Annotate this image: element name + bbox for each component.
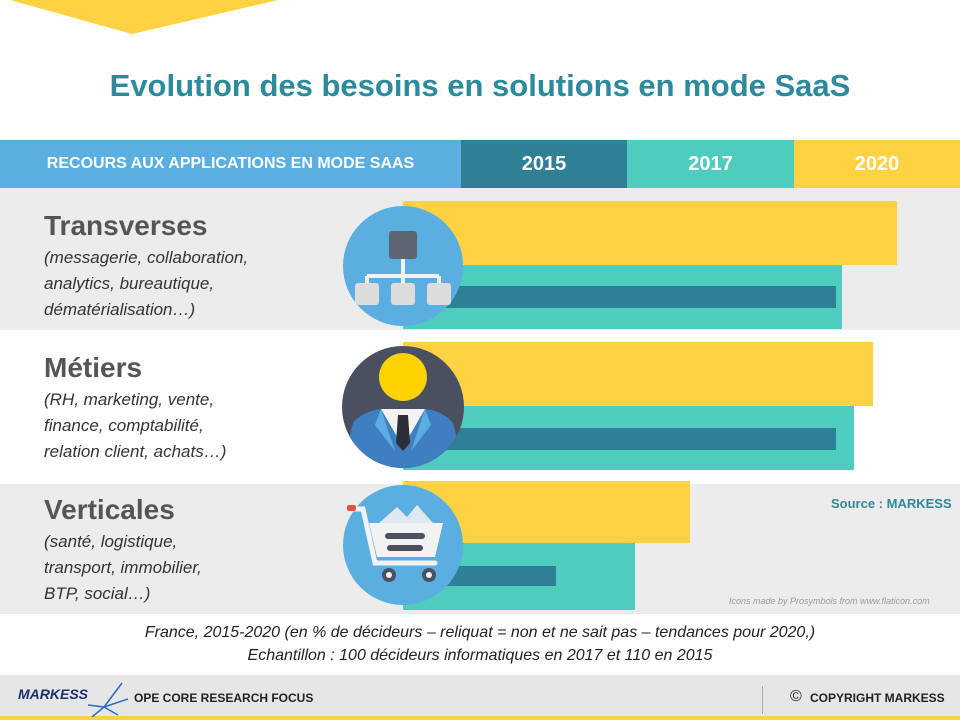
footer-divider: [762, 686, 763, 714]
category-name: Métiers: [44, 352, 143, 383]
footer-bar: [0, 675, 960, 720]
category-name: Verticales: [44, 494, 175, 525]
bar-2020-métiers: [403, 342, 873, 406]
legend-2020: 2020: [794, 140, 960, 188]
slide-title: Evolution des besoins en solutions en mo…: [109, 68, 851, 103]
markess-star-icon: [87, 682, 129, 717]
footer-program: OPE CORE RESEARCH FOCUS: [134, 691, 314, 705]
footnote-scope: France, 2015-2020 (en % de décideurs – r…: [144, 624, 816, 641]
copyright-text: COPYRIGHT MARKESS: [810, 691, 945, 705]
bar-chart: [342, 201, 897, 610]
legend-2017: 2017: [627, 140, 794, 188]
bar-2015-transverses: [403, 286, 836, 308]
shopping-cart-icon: [343, 485, 463, 605]
source-label: Source : MARKESS: [831, 496, 952, 511]
legend-2015: 2015: [461, 140, 627, 188]
bar-2015-métiers: [403, 428, 836, 450]
copyright-icon: ©: [790, 688, 802, 705]
network-hierarchy-icon: [343, 206, 463, 326]
footer-stripe: [0, 716, 960, 720]
footnote-sample: Echantillon : 100 décideurs informatique…: [247, 647, 713, 664]
category-description: (messagerie, collaboration, analytics, b…: [44, 248, 249, 319]
top-accent-shape: [10, 0, 278, 34]
brand-name: MARKESS: [18, 686, 89, 702]
icons-credit: Icons made by Prosymbols from www.flatic…: [729, 596, 930, 606]
header-label: RECOURS AUX APPLICATIONS EN MODE SAAS: [0, 140, 461, 188]
bar-2020-transverses: [403, 201, 897, 265]
category-description: (RH, marketing, vente, finance, comptabi…: [44, 390, 227, 461]
business-person-icon: [342, 346, 464, 468]
category-description: (santé, logistique, transport, immobilie…: [44, 532, 202, 603]
category-name: Transverses: [44, 210, 208, 241]
